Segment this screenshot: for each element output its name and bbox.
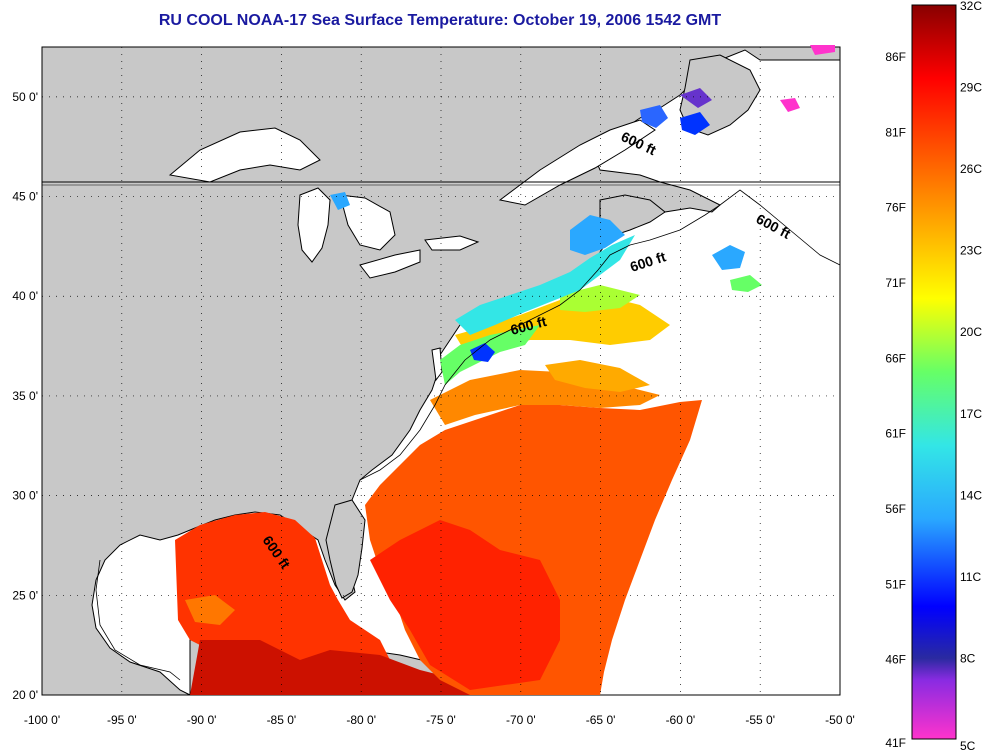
st-lawrence — [498, 119, 656, 206]
lat-tick-label: 50 0' — [12, 90, 38, 104]
lat-tick-label: 35 0' — [12, 389, 38, 403]
lon-tick-label: -60 0' — [666, 713, 696, 727]
colorbar — [911, 4, 957, 740]
colorbar-c-label: 23C — [960, 244, 982, 258]
colorbar-f-label: 71F — [885, 276, 906, 290]
sst-data — [175, 45, 835, 695]
great-lakes — [168, 119, 656, 382]
lake-huron — [339, 194, 396, 251]
colorbar-celsius-labels: 32C 29C 26C 23C 20C 17C 14C 11C 8C 5C — [960, 0, 982, 753]
lake-superior — [168, 127, 321, 183]
colorbar-f-label: 86F — [885, 50, 906, 64]
lake-ontario — [424, 235, 480, 251]
lat-tick-label: 45 0' — [12, 190, 38, 204]
latitude-ticks: 20 0' 25 0' 30 0' 35 0' 40 0' 45 0' 50 0' — [12, 90, 38, 702]
lon-tick-label: -100 0' — [24, 713, 60, 727]
lat-tick-label: 20 0' — [12, 688, 38, 702]
map-title: RU COOL NOAA-17 Sea Surface Temperature:… — [158, 12, 722, 29]
colorbar-c-label: 8C — [960, 651, 976, 665]
longitude-ticks: -100 0' -95 0' -90 0' -85 0' -80 0' -75 0' -70… — [24, 713, 855, 727]
colorbar-c-label: 26C — [960, 162, 982, 176]
colorbar-f-label: 51F — [885, 577, 906, 591]
colorbar-c-label: 29C — [960, 81, 982, 95]
lake-michigan — [297, 187, 331, 263]
colorbar-f-label: 76F — [885, 201, 906, 215]
lake-erie — [359, 249, 421, 279]
colorbar-c-label: 17C — [960, 407, 982, 421]
lon-tick-label: -75 0' — [426, 713, 456, 727]
lon-tick-label: -85 0' — [267, 713, 297, 727]
lon-tick-label: -95 0' — [107, 713, 137, 727]
lon-tick-label: -50 0' — [825, 713, 855, 727]
colorbar-f-label: 41F — [885, 736, 906, 750]
lat-tick-label: 30 0' — [12, 489, 38, 503]
lat-tick-label: 25 0' — [12, 588, 38, 602]
colorbar-c-label: 32C — [960, 0, 982, 13]
colorbar-f-label: 66F — [885, 351, 906, 365]
lon-tick-label: -65 0' — [586, 713, 616, 727]
chesapeake-bay — [431, 347, 443, 382]
isobath-600ft — [95, 189, 841, 681]
land-florida — [325, 499, 366, 599]
lon-tick-label: -90 0' — [187, 713, 217, 727]
colorbar-c-label: 20C — [960, 325, 982, 339]
colorbar-f-label: 46F — [885, 653, 906, 667]
colorbar-f-label: 61F — [885, 427, 906, 441]
lon-tick-label: -55 0' — [745, 713, 775, 727]
lat-tick-label: 40 0' — [12, 289, 38, 303]
colorbar-c-label: 5C — [960, 739, 976, 753]
lon-tick-label: -80 0' — [346, 713, 376, 727]
colorbar-c-label: 11C — [960, 570, 981, 584]
colorbar-f-label: 56F — [885, 502, 906, 516]
colorbar-c-label: 14C — [960, 488, 982, 502]
lon-tick-label: -70 0' — [506, 713, 536, 727]
colorbar-fahrenheit-labels: 86F 81F 76F 71F 66F 61F 56F 51F 46F 41F — [885, 50, 906, 750]
graticule — [42, 47, 840, 695]
colorbar-f-label: 81F — [885, 125, 906, 139]
